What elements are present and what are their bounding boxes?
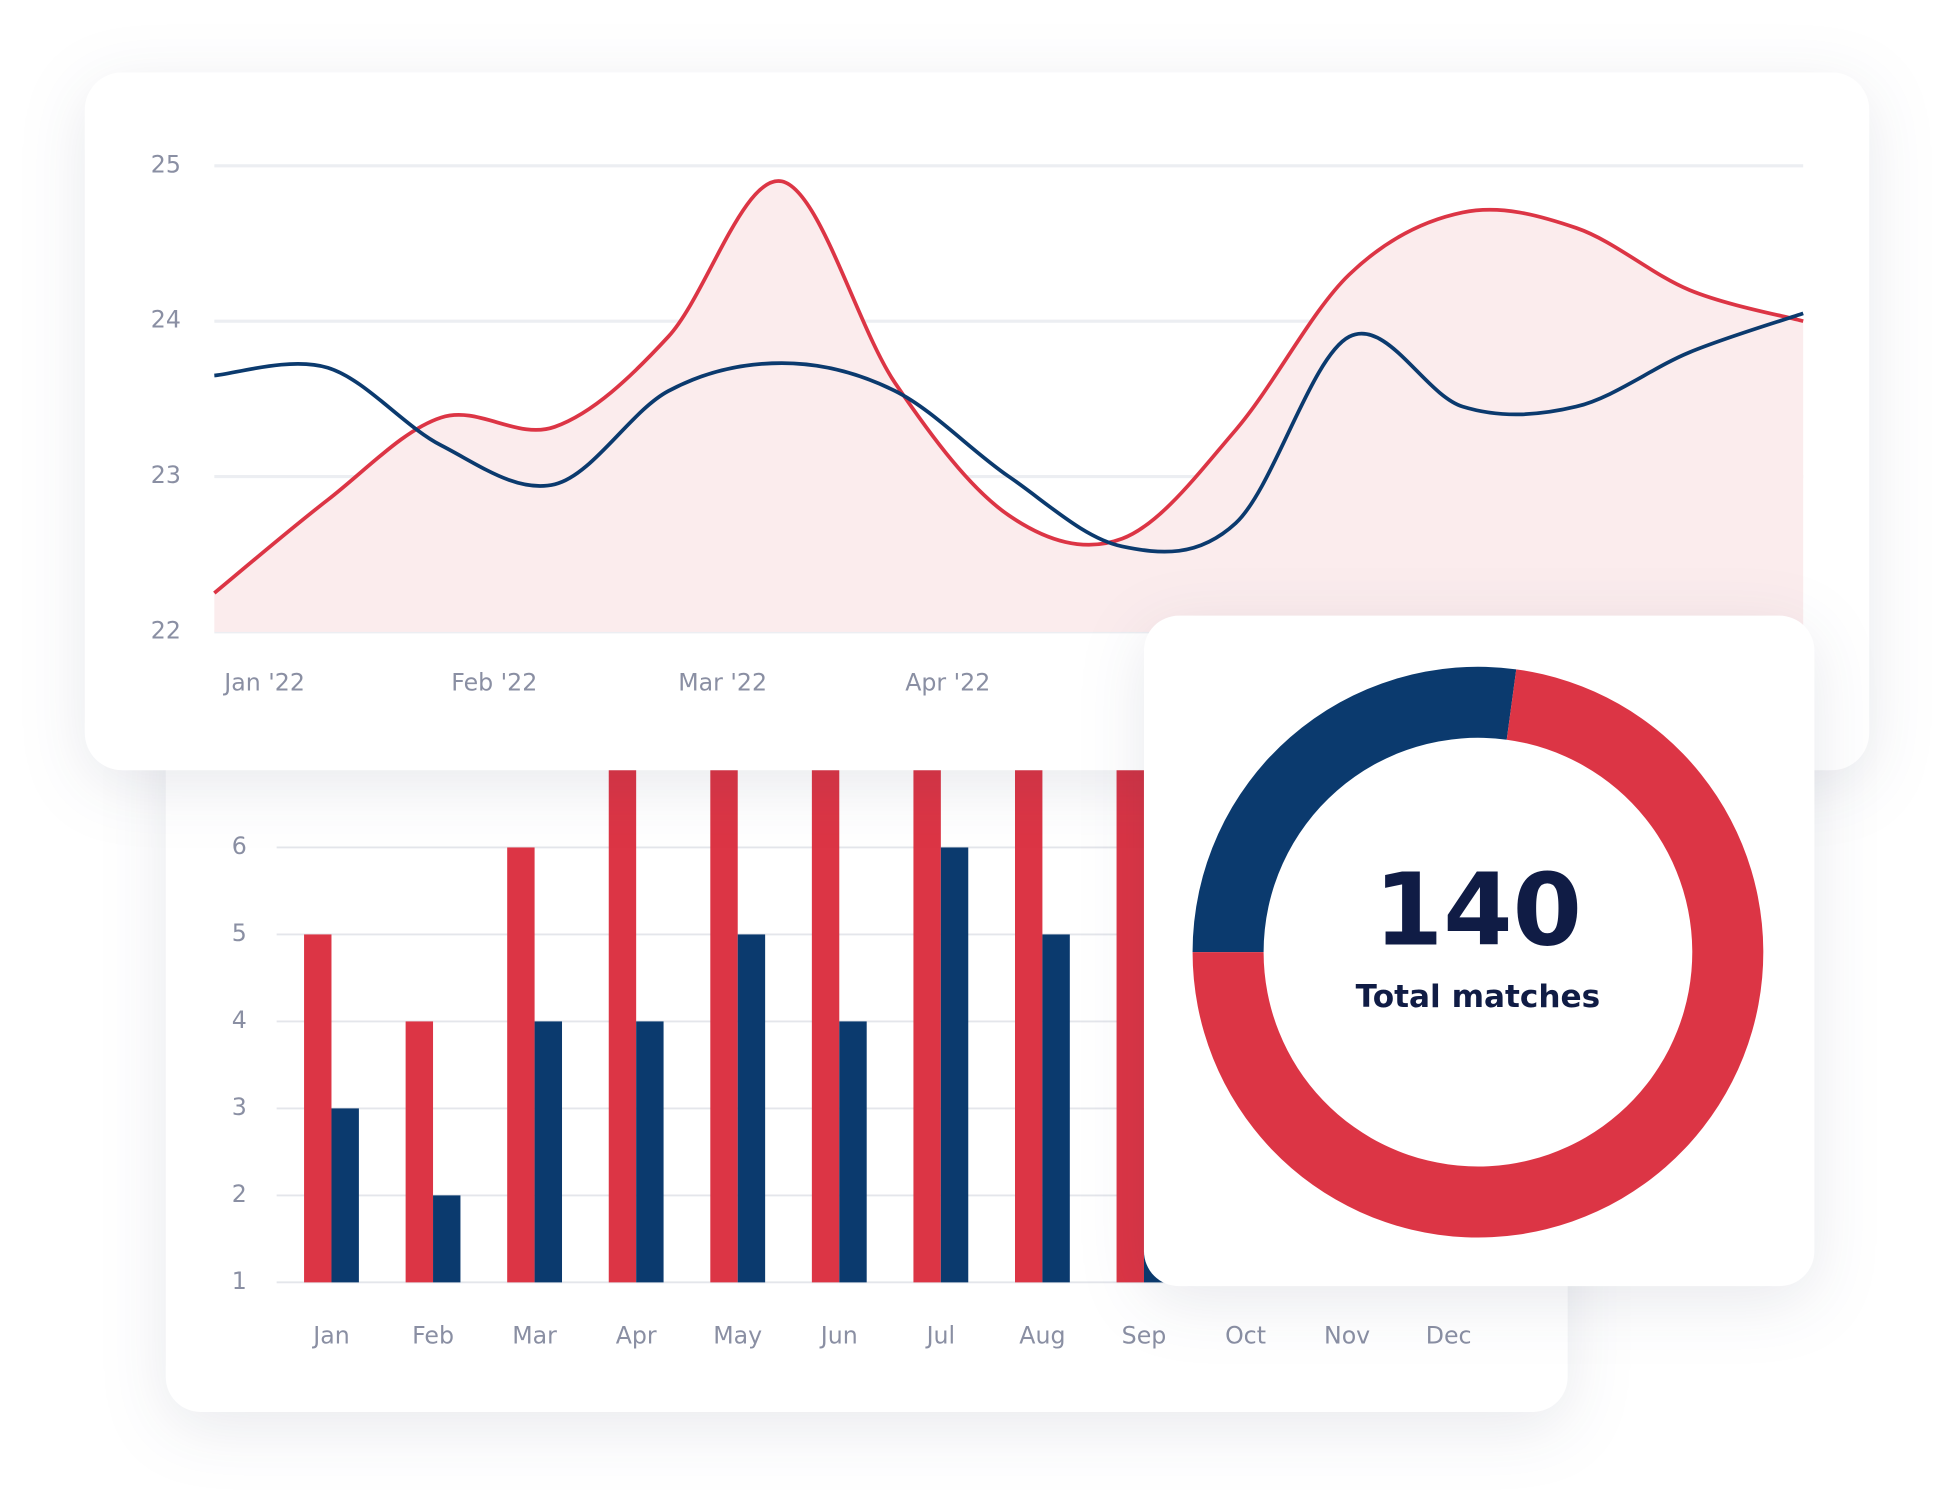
y-tick-label: 3 [232, 1093, 247, 1121]
bar [534, 1021, 563, 1283]
line [214, 311, 1804, 554]
y-tick-label: 23 [151, 461, 181, 489]
bar [636, 1021, 664, 1283]
donut-panel: 140 Total matches [1143, 615, 1815, 1287]
y-tick-label: 25 [151, 150, 181, 178]
bar [304, 934, 332, 1283]
x-tick-label: Feb '22 [451, 669, 537, 697]
x-tick-label: May [713, 1322, 762, 1350]
y-tick-label: 5 [232, 919, 247, 947]
x-tick-label: Apr '22 [905, 669, 990, 697]
line-panel: 22 23 24 25 Jan '22 Feb '22 Mar '22 Apr '22 [84, 72, 1870, 771]
center-label: Total matches [1356, 979, 1601, 1015]
y-tick-label: 24 [151, 306, 181, 334]
y-tick-label: 2 [232, 1180, 247, 1208]
bar [710, 673, 738, 1283]
bar [608, 673, 637, 1283]
donut-slice [1192, 666, 1517, 953]
bar [940, 847, 969, 1283]
x-tick-label: Aug [1019, 1322, 1065, 1350]
line [213, 179, 1804, 595]
y-tick-label: 4 [232, 1006, 247, 1034]
x-tick-label: Feb [412, 1322, 454, 1350]
x-tick-label: Apr [616, 1322, 657, 1350]
bar [1116, 673, 1144, 1283]
y-tick-label: 6 [232, 832, 247, 860]
bar [1042, 934, 1070, 1283]
x-tick-label: Jan [311, 1322, 349, 1350]
x-tick-label: Oct [1225, 1322, 1266, 1350]
bar [507, 847, 535, 1283]
bar [1014, 673, 1043, 1283]
bar [737, 934, 766, 1283]
bar [839, 1021, 867, 1283]
x-tick-label: Mar '22 [678, 669, 767, 697]
x-tick-label: Dec [1426, 1322, 1472, 1350]
x-tick-label: Jul [925, 1322, 956, 1350]
bar [405, 1021, 434, 1283]
x-tick-label: Mar [512, 1322, 557, 1350]
x-tick-label: Jun [819, 1322, 858, 1350]
x-tick-label: Jan '22 [222, 669, 305, 697]
bar [811, 673, 840, 1283]
bar [331, 1108, 359, 1283]
center-value: 140 [1374, 852, 1582, 969]
bar [913, 673, 941, 1283]
bar [433, 1195, 461, 1283]
y-tick-label: 1 [232, 1267, 247, 1295]
x-tick-label: Sep [1122, 1322, 1167, 1350]
x-tick-label: Nov [1324, 1322, 1370, 1350]
y-tick-label: 22 [151, 616, 181, 644]
area [214, 180, 1804, 632]
